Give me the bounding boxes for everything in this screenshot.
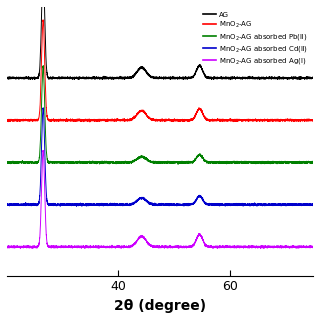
X-axis label: 2θ (degree): 2θ (degree): [114, 299, 206, 313]
Legend: AG, MnO$_2$-AG, MnO$_2$-AG absorbed Pb(Ⅱ), MnO$_2$-AG absorbed Cd(Ⅱ), MnO$_2$-AG: AG, MnO$_2$-AG, MnO$_2$-AG absorbed Pb(Ⅱ…: [201, 11, 309, 68]
